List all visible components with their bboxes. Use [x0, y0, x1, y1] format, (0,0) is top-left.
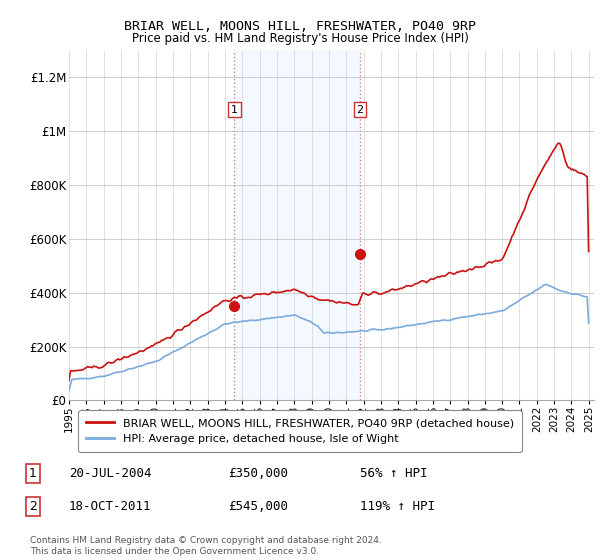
Text: 18-OCT-2011: 18-OCT-2011 [69, 500, 151, 514]
Text: 56% ↑ HPI: 56% ↑ HPI [360, 466, 427, 480]
Text: 20-JUL-2004: 20-JUL-2004 [69, 466, 151, 480]
Text: Contains HM Land Registry data © Crown copyright and database right 2024.
This d: Contains HM Land Registry data © Crown c… [30, 536, 382, 556]
Text: 1: 1 [231, 105, 238, 115]
Text: BRIAR WELL, MOONS HILL, FRESHWATER, PO40 9RP: BRIAR WELL, MOONS HILL, FRESHWATER, PO40… [124, 20, 476, 32]
Text: Price paid vs. HM Land Registry's House Price Index (HPI): Price paid vs. HM Land Registry's House … [131, 32, 469, 45]
Text: £545,000: £545,000 [228, 500, 288, 514]
Text: 2: 2 [29, 500, 37, 514]
Text: 1: 1 [29, 466, 37, 480]
Text: 119% ↑ HPI: 119% ↑ HPI [360, 500, 435, 514]
Text: 2: 2 [356, 105, 364, 115]
Text: £350,000: £350,000 [228, 466, 288, 480]
Bar [235, 50, 360, 400]
Legend: BRIAR WELL, MOONS HILL, FRESHWATER, PO40 9RP (detached house), HPI: Average pric: BRIAR WELL, MOONS HILL, FRESHWATER, PO40… [79, 410, 521, 452]
